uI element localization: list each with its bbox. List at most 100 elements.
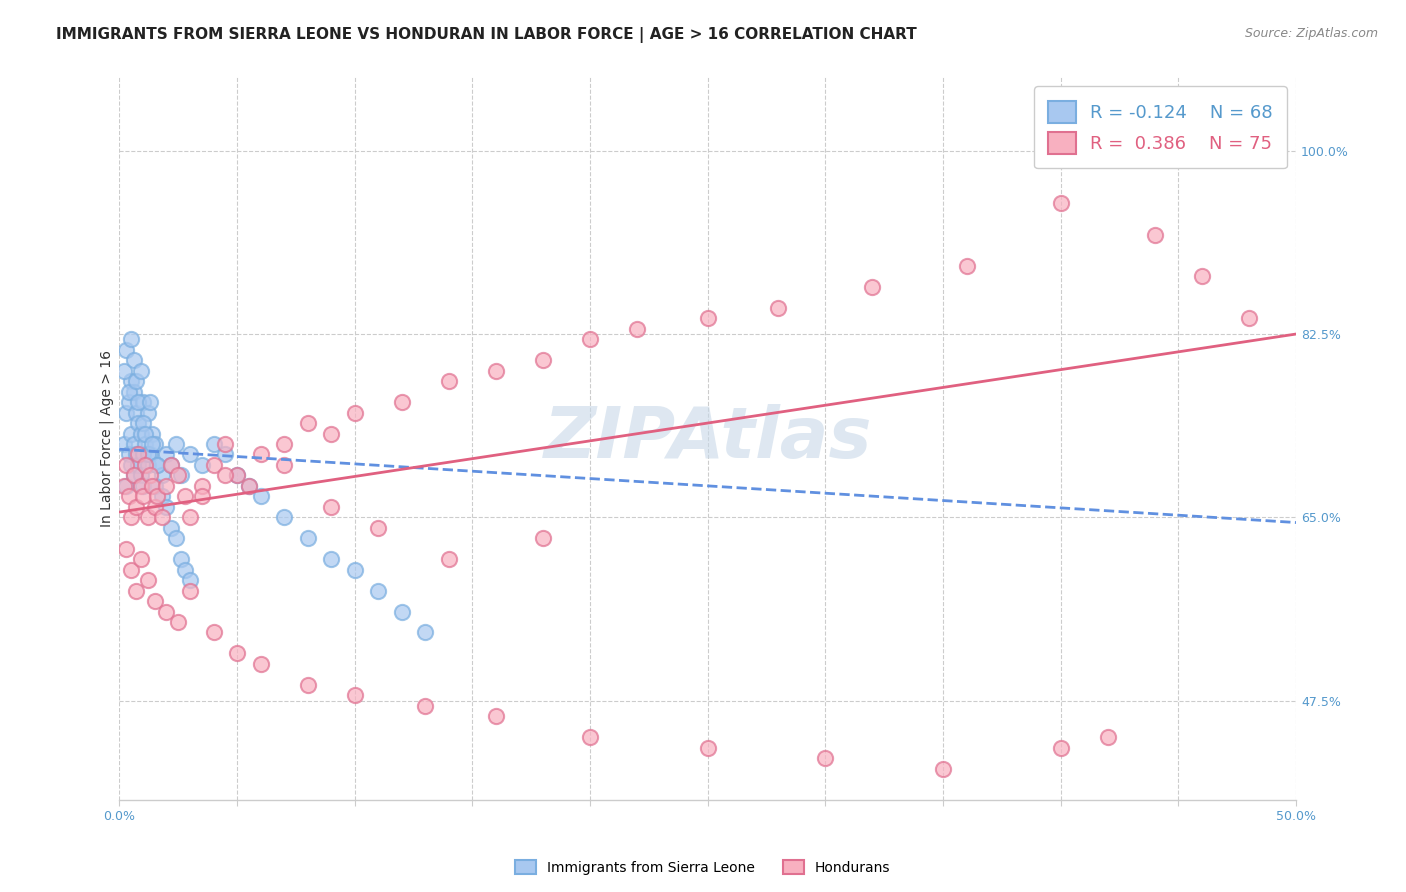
Point — [249, 447, 271, 461]
Point — [415, 698, 437, 713]
Point — [134, 437, 156, 451]
Point — [122, 468, 145, 483]
Point — [155, 500, 177, 514]
Point — [125, 447, 148, 461]
Point — [132, 489, 155, 503]
Point — [1237, 311, 1260, 326]
Text: IMMIGRANTS FROM SIERRA LEONE VS HONDURAN IN LABOR FORCE | AGE > 16 CORRELATION C: IMMIGRANTS FROM SIERRA LEONE VS HONDURAN… — [56, 27, 917, 43]
Point — [169, 552, 191, 566]
Point — [115, 406, 138, 420]
Point — [146, 489, 169, 503]
Point — [238, 479, 260, 493]
Point — [129, 468, 152, 483]
Text: ZIPAtlas: ZIPAtlas — [544, 404, 872, 474]
Point — [112, 364, 135, 378]
Point — [343, 563, 366, 577]
Point — [214, 468, 236, 483]
Point — [696, 740, 718, 755]
Point — [179, 447, 201, 461]
Point — [768, 301, 790, 315]
Point — [141, 479, 163, 493]
Point — [115, 541, 138, 556]
Point — [167, 615, 190, 629]
Point — [132, 416, 155, 430]
Point — [955, 259, 977, 273]
Point — [321, 426, 343, 441]
Point — [155, 479, 177, 493]
Point — [120, 332, 142, 346]
Point — [167, 468, 190, 483]
Point — [179, 583, 201, 598]
Point — [160, 458, 183, 472]
Point — [120, 374, 142, 388]
Point — [143, 437, 166, 451]
Point — [136, 447, 159, 461]
Point — [146, 458, 169, 472]
Point — [132, 395, 155, 409]
Point — [485, 709, 508, 723]
Point — [273, 437, 295, 451]
Point — [136, 406, 159, 420]
Point — [155, 605, 177, 619]
Point — [174, 563, 197, 577]
Point — [249, 489, 271, 503]
Point — [343, 689, 366, 703]
Point — [1097, 730, 1119, 744]
Point — [139, 395, 162, 409]
Point — [127, 458, 149, 472]
Point — [1191, 269, 1213, 284]
Point — [122, 384, 145, 399]
Point — [1143, 227, 1166, 242]
Point — [437, 552, 460, 566]
Point — [579, 332, 602, 346]
Point — [297, 531, 319, 545]
Point — [115, 458, 138, 472]
Point — [143, 594, 166, 608]
Point — [249, 657, 271, 671]
Point — [202, 458, 225, 472]
Point — [120, 426, 142, 441]
Point — [202, 437, 225, 451]
Point — [143, 500, 166, 514]
Point — [367, 583, 389, 598]
Point — [1049, 196, 1071, 211]
Point — [146, 458, 169, 472]
Y-axis label: In Labor Force | Age > 16: In Labor Force | Age > 16 — [100, 351, 114, 527]
Point — [226, 647, 249, 661]
Point — [134, 426, 156, 441]
Point — [127, 447, 149, 461]
Point — [132, 479, 155, 493]
Point — [165, 531, 187, 545]
Point — [202, 625, 225, 640]
Point — [141, 426, 163, 441]
Point — [122, 437, 145, 451]
Point — [115, 479, 138, 493]
Point — [141, 437, 163, 451]
Point — [118, 489, 141, 503]
Point — [297, 678, 319, 692]
Point — [139, 468, 162, 483]
Point — [273, 510, 295, 524]
Point — [125, 583, 148, 598]
Point — [1167, 144, 1189, 158]
Point — [125, 406, 148, 420]
Point — [120, 510, 142, 524]
Point — [297, 416, 319, 430]
Point — [129, 426, 152, 441]
Point — [191, 479, 214, 493]
Legend: Immigrants from Sierra Leone, Hondurans: Immigrants from Sierra Leone, Hondurans — [510, 855, 896, 880]
Text: Source: ZipAtlas.com: Source: ZipAtlas.com — [1244, 27, 1378, 40]
Point — [120, 458, 142, 472]
Point — [127, 416, 149, 430]
Point — [136, 573, 159, 587]
Point — [136, 458, 159, 472]
Point — [129, 479, 152, 493]
Point — [165, 437, 187, 451]
Point — [226, 468, 249, 483]
Point — [179, 510, 201, 524]
Point — [273, 458, 295, 472]
Point — [169, 468, 191, 483]
Point — [112, 479, 135, 493]
Point — [179, 573, 201, 587]
Point — [160, 458, 183, 472]
